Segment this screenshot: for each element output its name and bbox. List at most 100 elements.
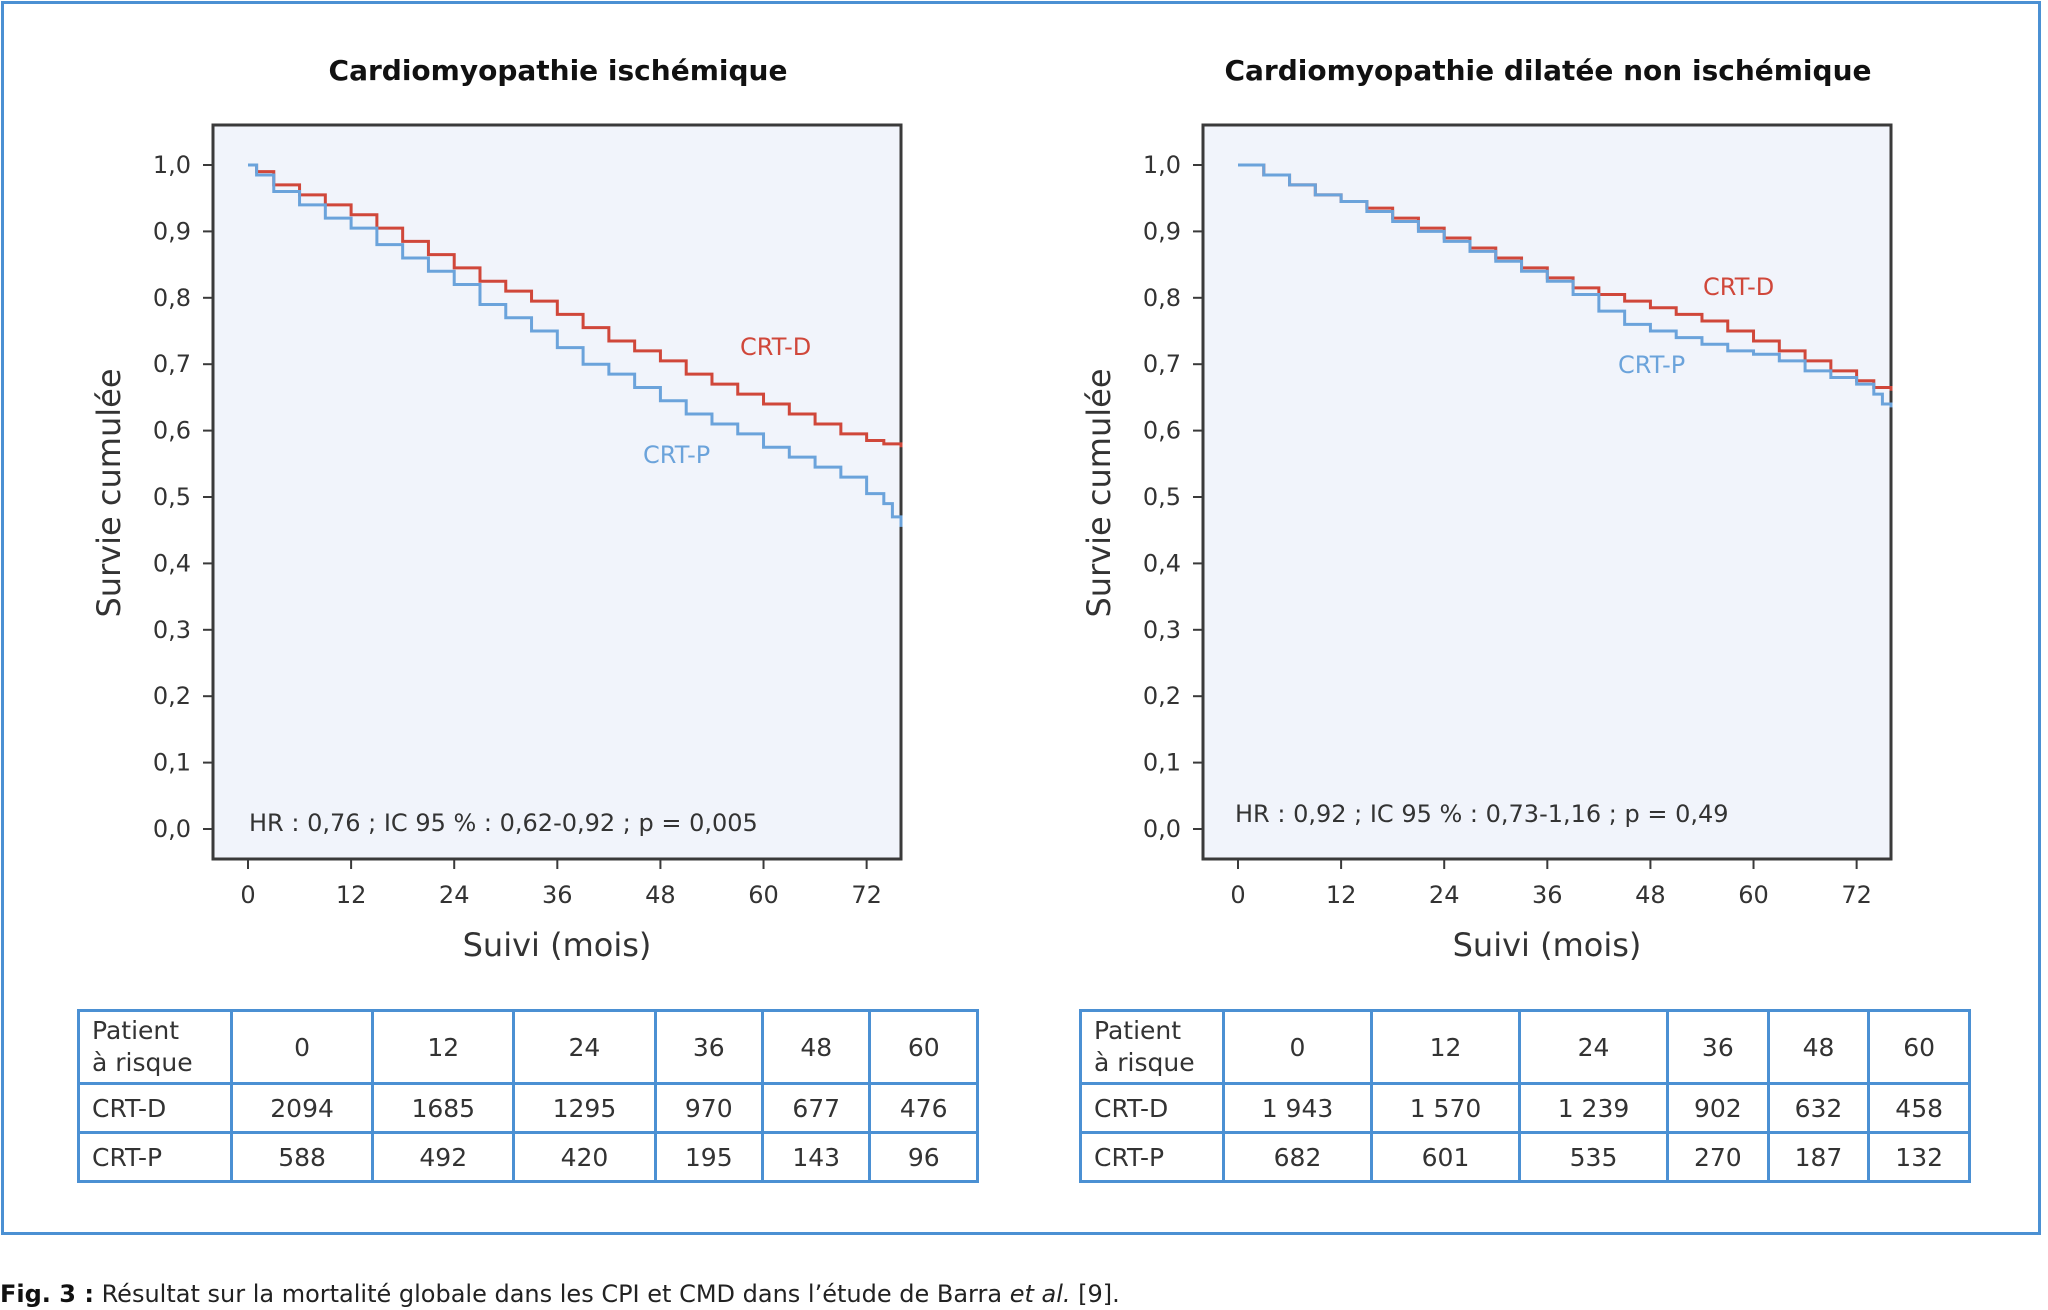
hazard-ratio-annotation: HR : 0,92 ; IC 95 % : 0,73-1,16 ; p = 0,…	[1235, 800, 1729, 828]
y-tick-label: 0,7	[153, 350, 191, 378]
x-tick-label: 60	[748, 881, 779, 909]
survival-chart-dilated: Cardiomyopathie dilatée non ischémique 0…	[1080, 54, 1893, 964]
x-axis: 0 12 24 36 48 60 72	[240, 859, 882, 909]
risk-value-cell: 535	[1518, 1131, 1669, 1183]
x-tick-label: 24	[1429, 881, 1460, 909]
caption-emphasis: et al.	[1009, 1280, 1071, 1308]
y-tick-label: 0,9	[153, 217, 191, 245]
chart-title: Cardiomyopathie dilatée non ischémique	[1224, 54, 1871, 87]
x-tick-label: 36	[542, 881, 573, 909]
y-axis: 0,0 0,1 0,2 0,3 0,4 0,5 0,6 0,7 0,8 0,9 1,0	[153, 151, 213, 843]
risk-table-dilated: Patient à risque 0 12 24 36 48 60 CRT-D …	[1079, 1009, 1971, 1183]
series-group: CRT-D CRT-P	[248, 163, 903, 527]
x-axis-label: Suivi (mois)	[1453, 926, 1642, 964]
risk-value-cell: 270	[1666, 1131, 1770, 1183]
risk-value-cell: 677	[760, 1082, 872, 1134]
x-tick-label: 12	[336, 881, 367, 909]
risk-row-crt-d: CRT-D 1 943 1 570 1 239 902 632 458	[1079, 1082, 1971, 1134]
risk-month-cell: 12	[1370, 1009, 1521, 1085]
risk-month-cell: 60	[868, 1009, 979, 1085]
y-tick-label: 0,1	[153, 749, 191, 777]
risk-month-cell: 24	[1518, 1009, 1669, 1085]
y-tick-label: 0,5	[153, 483, 191, 511]
x-tick-label: 0	[1230, 881, 1245, 909]
risk-month-cell: 48	[760, 1009, 872, 1085]
risk-header-line2: à risque	[1094, 1048, 1195, 1077]
y-tick-label: 0,4	[153, 549, 191, 577]
x-tick-label: 72	[1841, 881, 1872, 909]
x-tick-label: 12	[1326, 881, 1357, 909]
risk-header-line1: Patient	[92, 1016, 180, 1045]
risk-value-cell: 2094	[229, 1082, 375, 1134]
risk-value-cell: 682	[1222, 1131, 1373, 1183]
risk-value-cell: 132	[1867, 1131, 1971, 1183]
risk-header-label: Patient à risque	[1079, 1009, 1225, 1085]
figure-frame	[1, 1, 2041, 1235]
y-axis: 0,0 0,1 0,2 0,3 0,4 0,5 0,6 0,7 0,8 0,9 1,0	[1143, 151, 1203, 843]
risk-value-cell: 187	[1766, 1131, 1871, 1183]
risk-value-cell: 143	[760, 1131, 872, 1183]
y-tick-label: 0,3	[1143, 616, 1181, 644]
x-axis-label: Suivi (mois)	[463, 926, 652, 964]
risk-month-cell: 0	[1222, 1009, 1373, 1085]
y-tick-label: 0,0	[153, 815, 191, 843]
risk-value-cell: 601	[1370, 1131, 1521, 1183]
risk-row-label: CRT-P	[77, 1131, 233, 1183]
risk-row-crt-d: CRT-D 2094 1685 1295 970 677 476	[77, 1082, 979, 1134]
risk-table-ischemic: Patient à risque 0 12 24 36 48 60 CRT-D …	[77, 1009, 979, 1183]
y-tick-label: 0,8	[1143, 284, 1181, 312]
series-line-crt-d	[248, 163, 903, 448]
x-tick-label: 60	[1738, 881, 1769, 909]
series-label-crt-d: CRT-D	[1703, 273, 1774, 301]
risk-month-cell: 24	[512, 1009, 657, 1085]
risk-month-cell: 36	[1666, 1009, 1770, 1085]
series-line-crt-p	[248, 163, 903, 527]
risk-value-cell: 588	[229, 1131, 375, 1183]
y-tick-label: 0,2	[1143, 682, 1181, 710]
y-tick-label: 0,2	[153, 682, 191, 710]
risk-header-line2: à risque	[92, 1048, 193, 1077]
x-axis: 0 12 24 36 48 60 72	[1230, 859, 1872, 909]
risk-value-cell: 1 943	[1222, 1082, 1373, 1134]
x-tick-label: 0	[240, 881, 255, 909]
risk-row-label: CRT-D	[77, 1082, 233, 1134]
risk-row-crt-p: CRT-P 682 601 535 270 187 132	[1079, 1131, 1971, 1183]
x-tick-label: 36	[1532, 881, 1563, 909]
chart-title: Cardiomyopathie ischémique	[329, 54, 788, 87]
survival-chart-ischemic: Cardiomyopathie ischémique 0,0 0,1 0,2 0,3 0…	[90, 54, 903, 964]
risk-value-cell: 492	[371, 1131, 516, 1183]
y-axis-label: Survie cumulée	[90, 368, 128, 617]
y-axis-label: Survie cumulée	[1080, 368, 1118, 617]
risk-month-cell: 12	[371, 1009, 516, 1085]
risk-month-cell: 36	[653, 1009, 764, 1085]
series-label-crt-d: CRT-D	[740, 333, 811, 361]
risk-month-cell: 60	[1867, 1009, 1971, 1085]
risk-value-cell: 632	[1766, 1082, 1871, 1134]
risk-row-crt-p: CRT-P 588 492 420 195 143 96	[77, 1131, 979, 1183]
risk-value-cell: 1295	[512, 1082, 657, 1134]
risk-value-cell: 195	[653, 1131, 764, 1183]
y-tick-label: 0,9	[1143, 217, 1181, 245]
risk-value-cell: 1 239	[1518, 1082, 1669, 1134]
y-tick-label: 0,3	[153, 616, 191, 644]
x-tick-label: 48	[1635, 881, 1666, 909]
caption-reference: [9].	[1070, 1280, 1120, 1308]
caption-label: Fig. 3 :	[0, 1280, 94, 1308]
y-tick-label: 0,6	[153, 417, 191, 445]
risk-value-cell: 96	[868, 1131, 979, 1183]
risk-month-cell: 0	[229, 1009, 375, 1085]
y-tick-label: 0,6	[1143, 417, 1181, 445]
risk-value-cell: 970	[653, 1082, 764, 1134]
risk-row-label: CRT-P	[1079, 1131, 1225, 1183]
plot-area	[211, 123, 903, 861]
y-tick-label: 0,7	[1143, 350, 1181, 378]
x-tick-label: 24	[439, 881, 470, 909]
y-tick-label: 0,5	[1143, 483, 1181, 511]
risk-month-cell: 48	[1766, 1009, 1871, 1085]
risk-header-label: Patient à risque	[77, 1009, 233, 1085]
figure-caption: Fig. 3 : Résultat sur la mortalité globa…	[0, 1280, 1120, 1308]
risk-table-header-row: Patient à risque 0 12 24 36 48 60	[77, 1009, 979, 1085]
series-line-crt-p	[1238, 163, 1893, 408]
plot-area	[1201, 123, 1893, 861]
x-tick-label: 72	[851, 881, 882, 909]
